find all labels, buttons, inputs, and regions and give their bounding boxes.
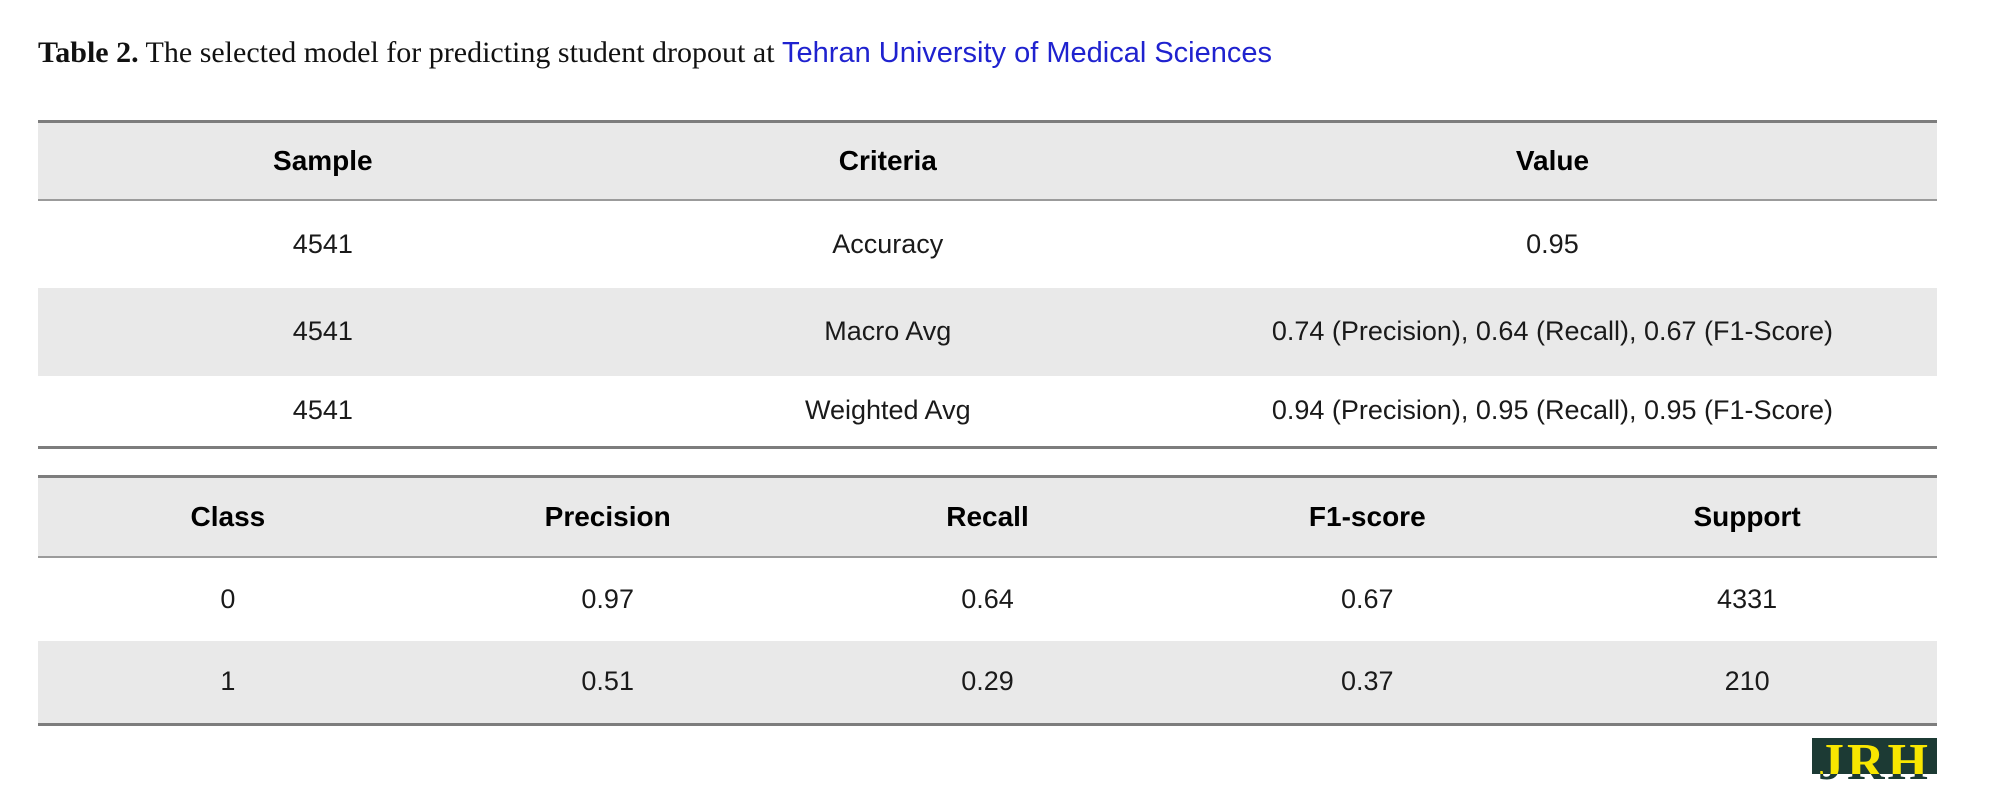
cell-criteria: Macro Avg — [607, 287, 1168, 376]
header-criteria: Criteria — [607, 120, 1168, 201]
table-row: 4541 Macro Avg 0.74 (Precision), 0.64 (R… — [38, 287, 1937, 376]
cell-precision: 0.51 — [417, 640, 798, 726]
cell-recall: 0.64 — [961, 583, 1014, 614]
caption-label: Table 2. — [38, 36, 139, 69]
university-link[interactable]: Tehran University of Medical Sciences — [782, 37, 1273, 69]
jrh-logo-band: JRH — [1812, 738, 1937, 774]
cell-class: 0 — [220, 583, 236, 614]
metrics-header-row: Sample Criteria Value — [38, 120, 1937, 201]
header-sample: Sample — [38, 120, 608, 201]
cell-sample: 4541 — [292, 228, 353, 259]
cell-support: 210 — [1557, 640, 1937, 726]
jrh-logo: JRH JRH — [1812, 737, 1937, 789]
table-caption: Table 2. The selected model for predicti… — [38, 36, 1272, 70]
class-table: Class Precision Recall F1-score Support … — [38, 475, 1937, 726]
header-f1-score: F1-score — [1177, 475, 1558, 558]
cell-criteria: Weighted Avg — [607, 375, 1168, 449]
caption-text: The selected model for predicting studen… — [138, 36, 783, 69]
metrics-table: Sample Criteria Value 4541 Accuracy 0.95… — [38, 120, 1937, 449]
cell-recall: 0.29 — [797, 640, 1178, 726]
header-value: Value — [1167, 120, 1937, 201]
table-row: 1 0.51 0.29 0.37 210 — [38, 640, 1937, 726]
header-precision: Precision — [417, 475, 798, 558]
cell-sample: 4541 — [38, 375, 608, 449]
cell-support: 4331 — [1717, 583, 1778, 614]
header-class: Class — [38, 475, 418, 558]
table-row: 4541 Accuracy 0.95 — [38, 200, 1937, 288]
header-support: Support — [1557, 475, 1937, 558]
cell-value: 0.74 (Precision), 0.64 (Recall), 0.67 (F… — [1167, 287, 1937, 376]
cell-value: 0.94 (Precision), 0.95 (Recall), 0.95 (F… — [1167, 375, 1937, 449]
cell-class: 1 — [38, 640, 418, 726]
table-row: 0 0.97 0.64 0.67 4331 — [38, 557, 1937, 641]
table-row: 4541 Weighted Avg 0.94 (Precision), 0.95… — [38, 375, 1937, 449]
cell-f1-score: 0.67 — [1341, 583, 1394, 614]
cell-value: 0.95 — [1526, 228, 1579, 259]
cell-f1-score: 0.37 — [1177, 640, 1558, 726]
class-header-row: Class Precision Recall F1-score Support — [38, 475, 1937, 558]
cell-sample: 4541 — [38, 287, 608, 376]
cell-criteria: Accuracy — [832, 228, 944, 259]
cell-precision: 0.97 — [581, 583, 634, 614]
jrh-logo-text-overlay: JRH — [1818, 738, 1931, 774]
header-recall: Recall — [797, 475, 1178, 558]
